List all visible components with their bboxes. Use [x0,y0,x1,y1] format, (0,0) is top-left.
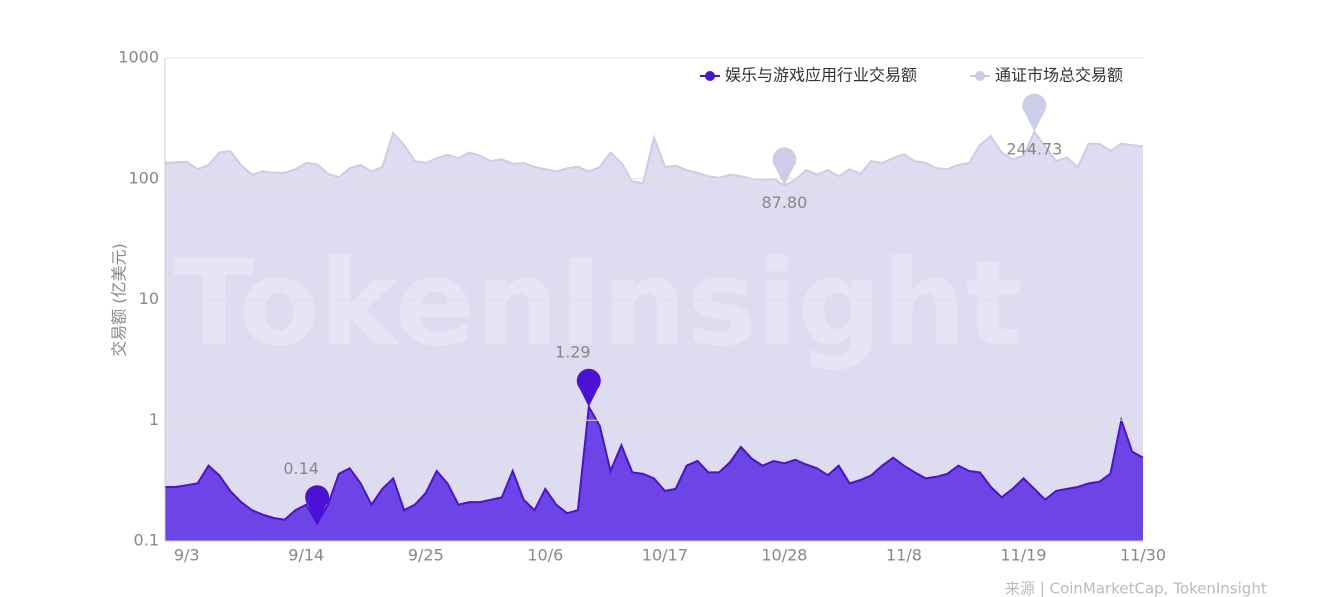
x-tick-label: 9/14 [288,546,324,565]
legend-label: 通证市场总交易额 [995,66,1123,85]
line [165,403,1144,526]
x-tick-label: 10/28 [761,546,807,565]
y-tick-label: 10 [139,289,159,308]
legend-marker [705,71,715,81]
watermark: TokenInsight [174,234,1023,372]
x-tick-label: 11/8 [886,546,922,565]
source: 来源 | CoinMarketCap, TokenInsight [1005,580,1267,597]
x-tick-label: 10/6 [527,546,563,565]
x-tick-label: 10/17 [642,546,688,565]
mark-label: 244.73 [1006,139,1062,158]
area [165,131,1143,542]
y-tick-label: 100 [128,168,159,187]
mark-pin [1022,93,1047,132]
mark-label: 0.14 [283,459,319,478]
y-axis-label: 交易额 (亿美元) [110,243,129,357]
mark-label: 1.29 [555,342,591,361]
x-tick-label: 11/19 [1000,546,1046,565]
x-tick-label: 9/3 [174,546,200,565]
line [164,129,1144,187]
legend-marker [975,71,985,81]
x-tick-label: 11/30 [1120,546,1166,565]
x-tick-label: 9/25 [408,546,444,565]
mark-pin [576,368,601,407]
y-tick-label: 0.1 [134,531,159,550]
mark-label: 87.80 [761,193,807,212]
mark-pin [772,147,797,186]
plot [164,129,1144,542]
legend-label: 娱乐与游戏应用行业交易额 [725,66,917,85]
y-tick-label: 1000 [118,48,159,67]
y-tick-label: 1 [149,410,159,429]
mark-pin [305,485,330,524]
